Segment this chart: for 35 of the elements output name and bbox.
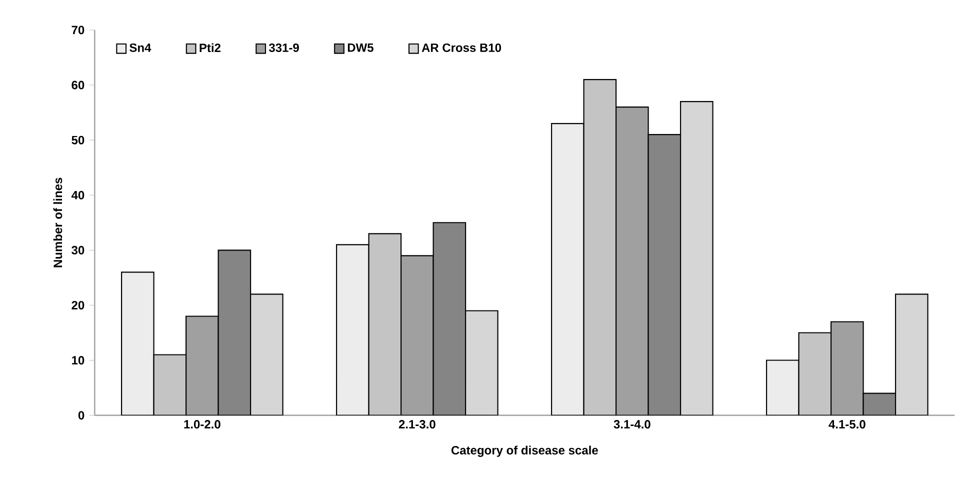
legend-label: 331-9 <box>268 43 299 52</box>
legend-label: Sn4 <box>130 43 152 52</box>
y-tick-label: 20 <box>72 300 84 310</box>
x-tick-label: 3.1-4.0 <box>614 420 650 429</box>
x-tick-label: 2.1-3.0 <box>398 420 436 429</box>
bar <box>862 392 896 416</box>
x-axis-title: Category of disease scale <box>451 446 598 457</box>
legend-label: DW5 <box>348 44 374 52</box>
legend-label: Pti2 <box>200 43 220 52</box>
x-tick-label: 1.0-2.0 <box>184 420 220 429</box>
bar <box>465 310 498 416</box>
bar <box>153 354 187 416</box>
bar <box>680 101 714 416</box>
y-tick-label: 60 <box>72 80 84 90</box>
y-tick-label: 30 <box>72 246 84 254</box>
bar <box>583 78 617 416</box>
bar <box>432 222 466 416</box>
y-tick-label: 50 <box>72 136 84 144</box>
y-tick-label: 40 <box>71 190 84 200</box>
bar <box>766 360 800 416</box>
y-axis-title: Number of lines <box>53 178 62 268</box>
bar <box>218 250 252 416</box>
bar <box>121 272 154 416</box>
bar <box>798 332 832 416</box>
bar <box>895 294 928 416</box>
legend-label: AR Cross B10 <box>422 43 502 52</box>
y-tick-label: 0 <box>78 411 84 420</box>
x-tick-label: 4.1-5.0 <box>828 420 866 429</box>
y-tick-label: 10 <box>72 356 84 365</box>
bar <box>250 294 284 416</box>
y-tick-label: 70 <box>72 26 84 34</box>
bar <box>551 123 584 416</box>
bar <box>336 244 370 416</box>
bar <box>368 233 402 416</box>
bar <box>648 134 682 416</box>
